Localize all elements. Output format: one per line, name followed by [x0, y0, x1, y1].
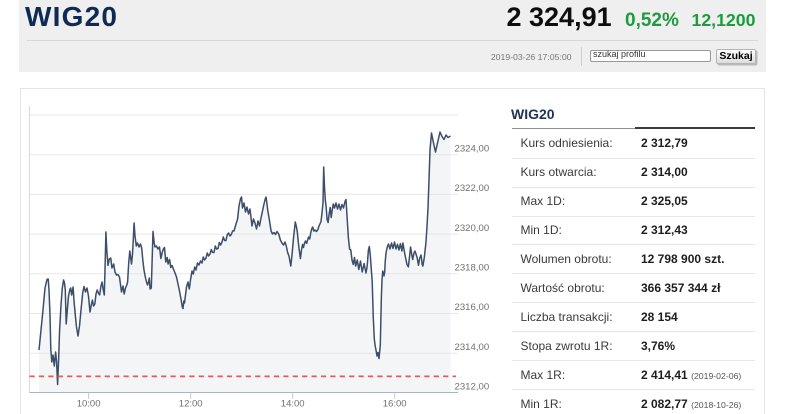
- svg-text:2320,00: 2320,00: [455, 223, 490, 234]
- svg-text:12:00: 12:00: [179, 398, 203, 409]
- svg-text:2316,00: 2316,00: [455, 302, 490, 313]
- svg-text:16:00: 16:00: [383, 398, 407, 409]
- svg-text:2314,00: 2314,00: [455, 342, 490, 353]
- svg-text:2318,00: 2318,00: [455, 263, 490, 274]
- svg-text:10:00: 10:00: [77, 398, 101, 409]
- svg-text:14:00: 14:00: [281, 398, 305, 409]
- svg-text:2312,00: 2312,00: [455, 382, 490, 393]
- svg-text:2324,00: 2324,00: [455, 143, 490, 154]
- svg-text:2322,00: 2322,00: [455, 183, 490, 194]
